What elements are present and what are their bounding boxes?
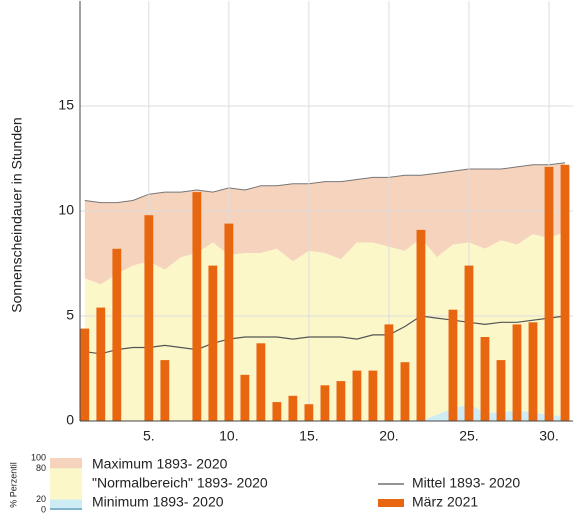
bar: [112, 248, 122, 421]
y-tick-label: 5: [66, 307, 74, 323]
bar: [352, 370, 362, 421]
bar: [208, 265, 218, 421]
x-tick-label: 10.: [219, 428, 238, 444]
legend-label: März 2021: [412, 494, 478, 510]
y-tick-label: 0: [66, 412, 74, 428]
bar: [544, 166, 554, 421]
bar: [96, 307, 106, 421]
mean-line: [84, 315, 566, 355]
percentile-tick: 80: [36, 463, 46, 473]
percentile-title: % Perzentil: [8, 462, 18, 508]
y-axis-label: Sonnenscheindauer in Stunden: [9, 117, 25, 312]
bar: [480, 337, 490, 421]
legend-swatch: [50, 468, 82, 500]
legend-label: Mittel 1893- 2020: [412, 475, 520, 491]
x-tick-label: 25.: [459, 428, 478, 444]
bar: [80, 328, 90, 421]
percentile-tick: 20: [36, 494, 46, 504]
bar: [304, 404, 314, 421]
bar: [560, 164, 570, 422]
bar: [256, 343, 266, 421]
bar: [464, 265, 474, 421]
bar: [368, 370, 378, 421]
y-tick-label: 10: [58, 202, 74, 218]
bar: [272, 402, 282, 421]
legend-swatch: [50, 499, 82, 510]
percentile-tick: 100: [31, 452, 46, 462]
bar: [240, 374, 250, 421]
x-tick-label: 20.: [379, 428, 398, 444]
bar: [528, 322, 538, 421]
legend-swatch: [378, 499, 404, 507]
bar: [320, 385, 330, 421]
band-area: [84, 404, 565, 421]
legend-label: "Normalbereich" 1893- 2020: [92, 475, 268, 491]
legend-label: Maximum 1893- 2020: [92, 456, 228, 472]
band-area: [84, 162, 565, 285]
legend-swatch: [50, 458, 82, 469]
x-tick-label: 5.: [143, 428, 155, 444]
bar: [288, 395, 298, 421]
bar: [416, 229, 426, 421]
band-area: [84, 232, 565, 421]
bar: [144, 215, 154, 421]
legend-label: Minimum 1893- 2020: [92, 494, 224, 510]
band-outline: [84, 162, 566, 204]
x-tick-label: 15.: [299, 428, 318, 444]
bar: [224, 223, 234, 421]
bar: [336, 381, 346, 421]
bar: [448, 309, 458, 421]
bar: [160, 360, 170, 421]
bar: [496, 360, 506, 421]
x-tick-label: 30.: [539, 428, 558, 444]
y-tick-label: 15: [58, 97, 74, 113]
bar: [384, 324, 394, 421]
bar: [400, 362, 410, 421]
bar: [512, 324, 522, 421]
bar: [192, 192, 202, 421]
percentile-tick: 0: [41, 504, 46, 514]
